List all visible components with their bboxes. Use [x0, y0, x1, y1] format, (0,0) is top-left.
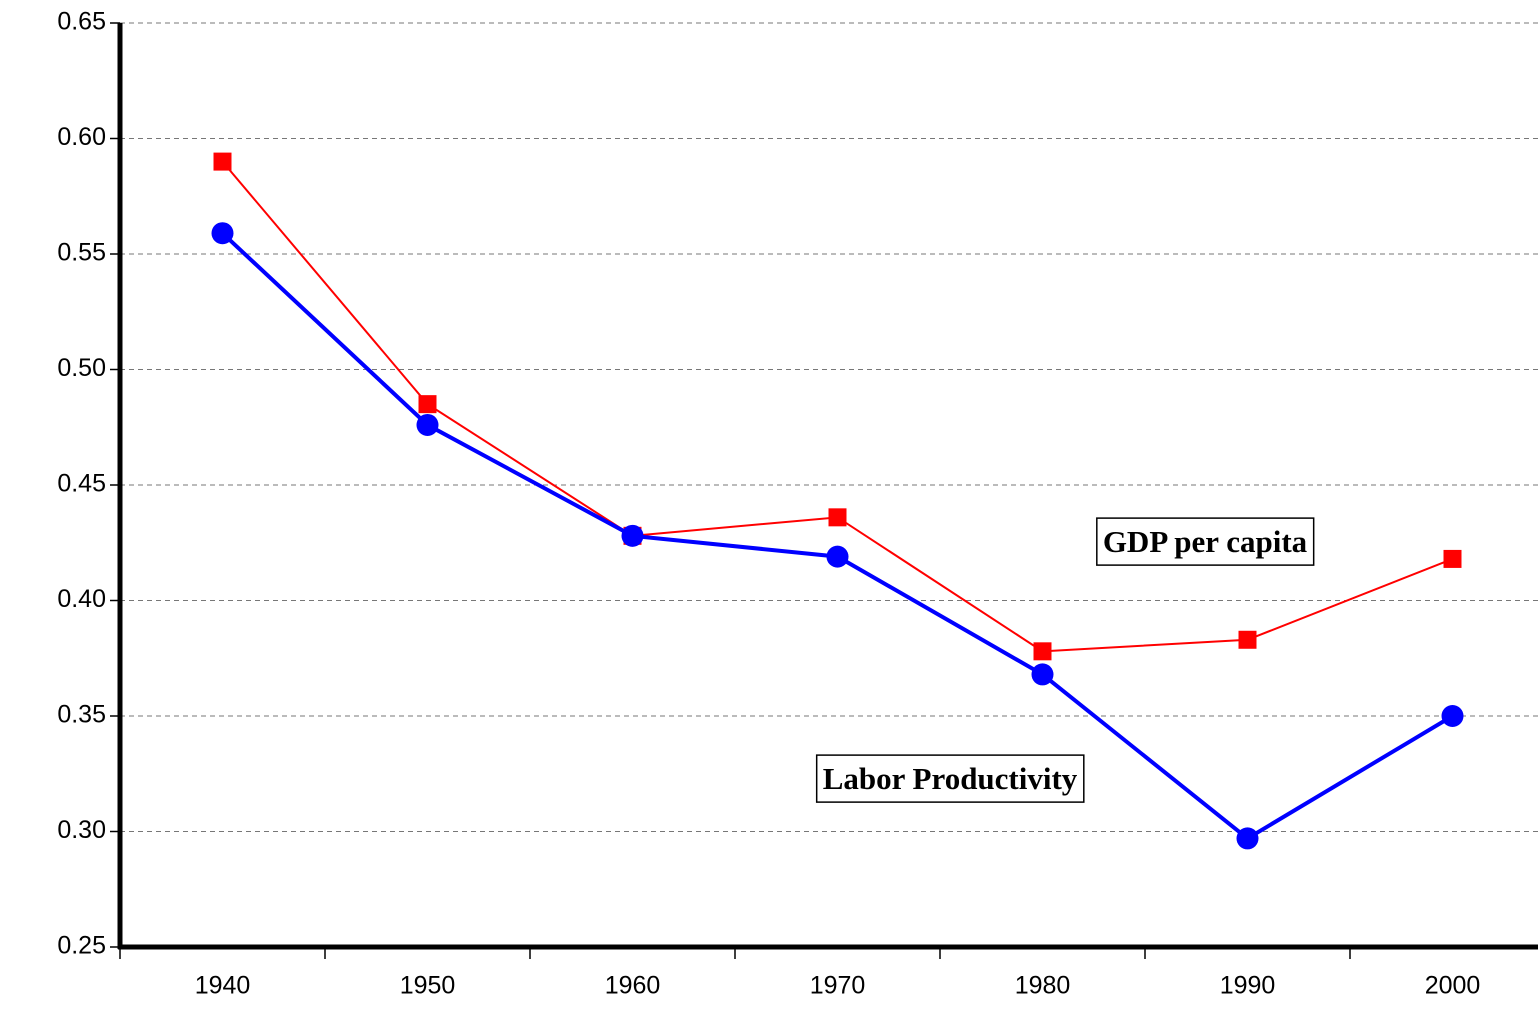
marker — [826, 545, 849, 568]
marker — [828, 508, 847, 527]
marker — [211, 222, 234, 245]
marker — [1441, 705, 1464, 727]
annotation: GDP per capita — [1103, 524, 1308, 559]
annotation-box — [815, 754, 1085, 803]
annotation-box — [1096, 517, 1315, 566]
y-tick-label: 0.65 — [57, 8, 106, 36]
y-tick-label: 0.55 — [57, 239, 106, 267]
y-tick-label: 0.40 — [57, 585, 106, 613]
x-tick-label: 1990 — [1220, 972, 1276, 1000]
x-tick-label: 1950 — [400, 972, 456, 1000]
marker — [1031, 663, 1054, 686]
marker — [1443, 549, 1462, 568]
marker — [1033, 642, 1052, 661]
marker — [213, 152, 232, 171]
y-tick-label: 0.25 — [57, 932, 106, 960]
marker — [621, 524, 644, 547]
marker — [1236, 827, 1259, 850]
marker — [418, 395, 437, 414]
x-tick-label: 2000 — [1425, 972, 1481, 1000]
y-tick-label: 0.30 — [57, 816, 106, 844]
x-tick-label: 1970 — [810, 972, 866, 1000]
marker — [416, 413, 439, 436]
annotation: Labor Productivity — [823, 761, 1078, 796]
x-tick-label: 1940 — [195, 972, 251, 1000]
x-tick-label: 1960 — [605, 972, 661, 1000]
x-tick-label: 1980 — [1015, 972, 1071, 1000]
marker — [1238, 630, 1257, 649]
y-tick-label: 0.50 — [57, 354, 106, 382]
y-tick-label: 0.35 — [57, 701, 106, 729]
y-tick-label: 0.45 — [57, 470, 106, 498]
y-tick-label: 0.60 — [57, 123, 106, 151]
